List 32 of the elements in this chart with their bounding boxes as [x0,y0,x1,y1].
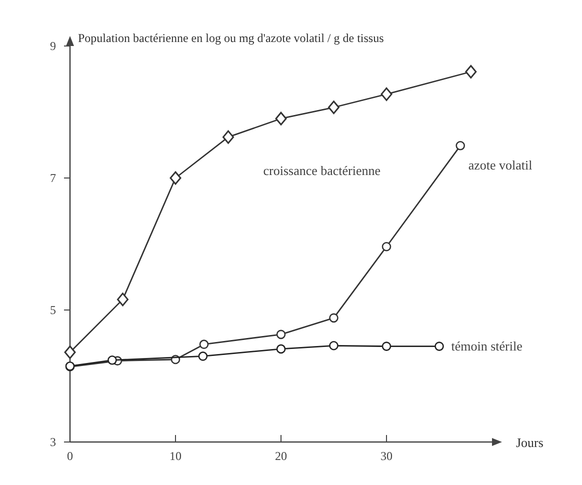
point [276,330,286,340]
x-tick-label: 0 [67,449,73,463]
point [380,87,392,101]
series-label: témoin stérile [451,338,523,354]
point [382,242,392,252]
x-tick-label: 20 [275,449,287,463]
point [117,292,128,306]
y-tick-label: 9 [50,39,56,53]
point [222,130,234,144]
y-tick-label: 3 [50,435,56,449]
point [328,100,340,114]
point [276,344,286,354]
point [382,342,392,351]
point [199,340,209,349]
x-tick-label: 10 [170,449,182,463]
point [198,352,208,361]
point [108,356,117,365]
x-tick-label: 30 [380,449,392,463]
y-tick-label: 7 [50,171,56,185]
y-axis-title: Population bactérienne en log ou mg d'azote volatil / g de tissus [78,31,384,45]
x-axis-title: Jours [516,435,544,450]
point [329,340,338,350]
point [465,64,477,78]
y-tick-label: 5 [50,303,56,317]
point [434,342,444,351]
point [64,345,76,359]
text: croissance bactérienne [263,163,381,178]
point [170,171,182,185]
series-label: azote volatil [468,158,533,173]
point [329,313,338,323]
point [456,141,465,150]
point [275,112,287,126]
